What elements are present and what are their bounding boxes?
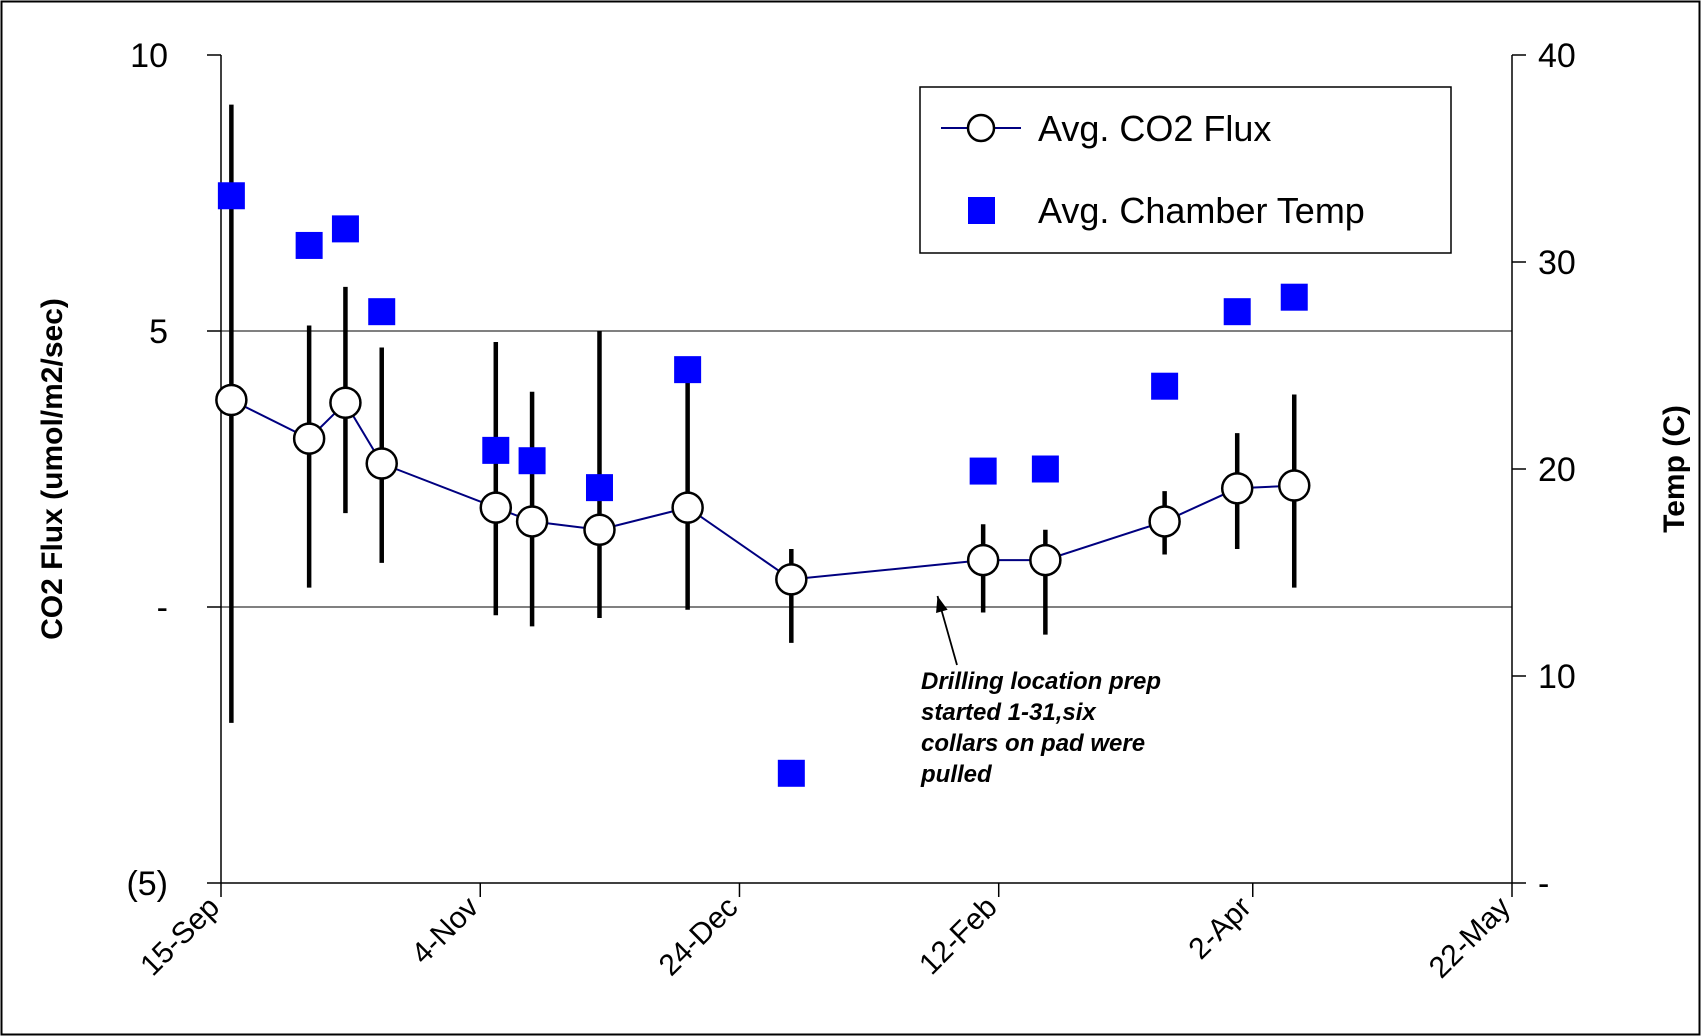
legend: Avg. CO2 Flux Avg. Chamber Temp: [919, 86, 1452, 254]
temp-point: [482, 436, 510, 464]
temp-point: [368, 298, 396, 326]
right-axis-title: Temp (C): [1658, 405, 1691, 533]
gridlines: [221, 330, 1512, 608]
flux-point: [775, 563, 808, 596]
right-axis-ticks: 40 30 20 10 -: [1512, 37, 1576, 903]
left-tick-label: (5): [126, 865, 168, 903]
temp-point: [217, 182, 245, 210]
temp-point: [1031, 455, 1059, 483]
right-tick-label: 10: [1538, 658, 1576, 696]
flux-point: [515, 505, 549, 538]
right-tick-label: 40: [1538, 37, 1576, 75]
temp-point: [331, 215, 359, 243]
temp-point: [1223, 298, 1251, 326]
flux-point: [1148, 505, 1181, 538]
right-tick-label: 30: [1538, 244, 1576, 282]
left-tick-label: 5: [149, 313, 168, 351]
temp-point: [674, 356, 702, 384]
flux-point: [479, 491, 513, 524]
left-tick-label: 10: [130, 37, 168, 75]
temp-point: [518, 447, 546, 475]
temp-point: [1280, 283, 1308, 311]
flux-point: [671, 491, 704, 524]
flux-point: [329, 386, 362, 420]
legend-temp-label: Avg. Chamber Temp: [1038, 190, 1365, 231]
annotation: Drilling location prep started 1-31,six co…: [920, 595, 1161, 788]
flux-point: [292, 422, 326, 455]
left-axis-ticks: 10 5 - (5): [126, 37, 221, 903]
temp-point: [777, 759, 805, 787]
annotation-text-line: pulled: [920, 761, 993, 788]
right-tick-label: 20: [1538, 451, 1576, 489]
legend-temp-marker: [968, 197, 995, 224]
temp-point: [295, 231, 323, 259]
temp-point: [585, 474, 613, 502]
right-tick-label: -: [1538, 865, 1549, 903]
legend-box: [919, 86, 1452, 254]
flux-point: [215, 383, 248, 417]
flux-point: [1029, 543, 1062, 577]
temp-point: [969, 457, 997, 485]
left-axis-title: CO2 Flux (umol/m2/sec): [36, 298, 69, 640]
legend-flux-label: Avg. CO2 Flux: [1038, 108, 1271, 149]
left-tick-label: -: [157, 589, 168, 627]
annotation-text-line: Drilling location prep: [921, 668, 1161, 695]
flux-point: [583, 513, 616, 546]
annotation-text-line: started 1-31,six: [921, 699, 1097, 726]
temp-series: [217, 182, 1308, 787]
annotation-arrow-head: [936, 595, 948, 613]
flux-point: [966, 543, 1000, 577]
flux-point: [1220, 472, 1254, 505]
temp-point: [1151, 372, 1179, 400]
flux-point: [1277, 469, 1311, 502]
flux-series: [215, 383, 1311, 596]
annotation-text-line: collars on pad were: [921, 730, 1145, 757]
legend-flux-marker: [966, 113, 996, 143]
flux-point: [365, 447, 398, 480]
